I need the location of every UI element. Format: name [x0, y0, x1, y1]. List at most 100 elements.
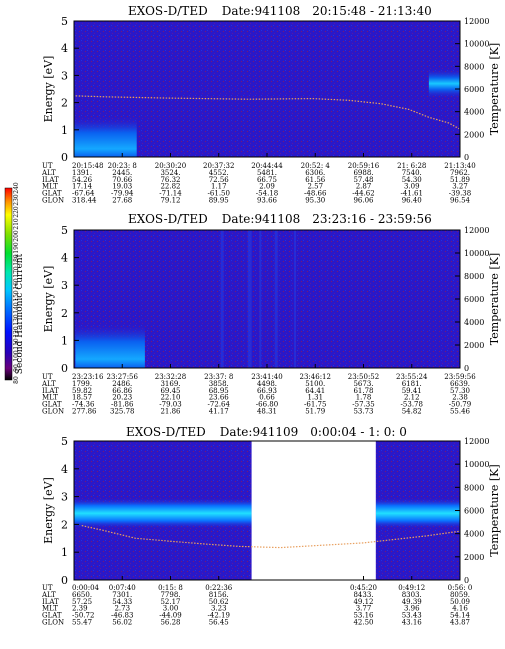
y-right-tick-label: 6000 — [464, 295, 484, 304]
ephemeris-value: 2445. — [112, 169, 132, 177]
y-right-axis-label: Temperature [K] — [488, 43, 501, 135]
spectrogram-panel-3: EXOS-D/TED Date:941109 0:00:04 - 1: 0: 0 0 1… — [41, 425, 501, 627]
colorbar-tick-label: 90 — [13, 364, 20, 372]
ephemeris-value: 59.82 — [72, 387, 92, 395]
ephemeris-value: 23:50:52 — [348, 373, 379, 381]
ephemeris-value: 318.44 — [72, 197, 97, 205]
ephemeris-value: -79.94 — [111, 190, 134, 198]
ephemeris-value: 23:27:56 — [107, 373, 139, 381]
colorbar-tick-label: 180 — [13, 254, 20, 266]
ephemeris-value: 23:55:24 — [396, 373, 428, 381]
ephemeris-value: 20.23 — [112, 394, 132, 402]
ephemeris-row-label: MLT — [42, 394, 58, 402]
y-tick-label: 0 — [61, 151, 68, 164]
ephemeris-value: -67.64 — [72, 190, 95, 198]
y-right-tick-label: 0 — [464, 364, 469, 373]
y-right-tick-label: 0 — [464, 576, 469, 585]
ephemeris-value: 0:00:04 — [72, 584, 100, 592]
panel-title: EXOS-D/TED Date:941108 20:15:48 - 21:13:40 — [128, 4, 432, 18]
ephemeris-value: 79.12 — [160, 197, 180, 205]
ephemeris-value: 53.43 — [402, 612, 422, 620]
colorbar-tick-label: 240 — [13, 182, 20, 194]
ephemeris-value: 23.66 — [209, 394, 230, 402]
y-tick-label: 0 — [61, 362, 68, 375]
y-tick-label: 1 — [61, 124, 68, 137]
ephemeris-value: 5100. — [305, 380, 325, 388]
y-tick-label: 3 — [61, 491, 68, 504]
ephemeris-value: 3.27 — [452, 183, 468, 191]
heatmap-band — [75, 323, 145, 368]
ephemeris-row-label: UT — [42, 162, 53, 170]
plot-area — [74, 21, 460, 157]
ephemeris-value: 2.12 — [404, 394, 420, 402]
colorbar-tick-label: 150 — [13, 290, 20, 302]
y-axis-label: Energy [eV] — [42, 56, 55, 123]
y-right-tick-label: 4000 — [464, 108, 484, 117]
ephemeris-value: 23:59:56 — [444, 373, 476, 381]
y-tick-label: 4 — [61, 252, 68, 265]
ephemeris-value: 20:23: 8 — [108, 162, 137, 170]
ephemeris-value: 57.25 — [72, 598, 92, 606]
ephemeris-value: 56.02 — [112, 619, 132, 627]
y-tick-label: 1 — [61, 546, 68, 559]
ephemeris-value: 17.14 — [72, 183, 93, 191]
y-tick-label: 5 — [61, 224, 68, 237]
ephemeris-value: 20:52: 4 — [301, 162, 331, 170]
ephemeris-value: 19.03 — [112, 183, 132, 191]
ephemeris-value: 3.96 — [404, 605, 420, 613]
y-right-axis-label: Temperature [K] — [488, 464, 501, 556]
ephemeris-value: 277.86 — [72, 408, 97, 416]
ephemeris-value: 49.12 — [353, 598, 373, 606]
ephemeris-value: 7540. — [402, 169, 422, 177]
colorbar-tick-label: 100 — [13, 350, 20, 362]
ephemeris-value: 27.68 — [112, 197, 132, 205]
ephemeris-value: 41.17 — [209, 408, 229, 416]
ephemeris-value: 20:30:20 — [155, 162, 186, 170]
panel-title-instrument: EXOS-D/TED — [128, 4, 208, 18]
y-tick-label: 3 — [61, 69, 68, 82]
y-axis-label: Energy [eV] — [42, 477, 55, 544]
ephemeris-value: 0:07:40 — [109, 584, 136, 592]
ephemeris-value: 21:13:40 — [444, 162, 475, 170]
colorbar-tick-label: 80 — [13, 376, 20, 384]
ephemeris-value: 57.48 — [353, 176, 373, 184]
ephemeris-value: 7301. — [112, 591, 132, 599]
ephemeris-row-label: ALT — [41, 169, 56, 177]
ephemeris-row-label: ILAT — [42, 598, 59, 606]
ephemeris-value: 3858. — [209, 380, 229, 388]
ephemeris-row-label: ALT — [41, 380, 56, 388]
ephemeris-value: 54.26 — [72, 176, 93, 184]
ephemeris-row-label: ILAT — [42, 176, 59, 184]
ephemeris-value: 8303. — [402, 591, 422, 599]
ephemeris-value: -74.36 — [72, 401, 95, 409]
ephemeris-value: 2.57 — [307, 183, 323, 191]
heatmap-band — [74, 116, 137, 157]
ephemeris-value: 20:59:16 — [348, 162, 380, 170]
y-right-tick-label: 4000 — [464, 530, 484, 539]
y-right-tick-label: 4000 — [464, 318, 484, 327]
panel-title-time-range: 20:15:48 - 21:13:40 — [312, 4, 431, 18]
y-tick-label: 2 — [61, 97, 68, 110]
ephemeris-value: -61.50 — [208, 190, 230, 198]
ephemeris-value: 3.09 — [404, 183, 420, 191]
ephemeris-value: 2486. — [112, 380, 132, 388]
ephemeris-value: 21.86 — [160, 408, 181, 416]
ephemeris-value: 54.82 — [402, 408, 422, 416]
ephemeris-value: 0:22:36 — [205, 584, 233, 592]
y-right-tick-label: 2000 — [464, 553, 484, 562]
spectrogram-panels: EXOS-D/TED Date:941108 20:15:48 - 21:13:40… — [41, 4, 501, 627]
ephemeris-value: 8059. — [450, 591, 470, 599]
ephemeris-value: 6306. — [305, 169, 325, 177]
y-tick-label: 0 — [61, 574, 68, 587]
y-right-tick-label: 8000 — [464, 272, 484, 281]
y-tick-label: 3 — [61, 279, 68, 292]
ephemeris-value: 61.56 — [305, 176, 326, 184]
ephemeris-value: 59.41 — [402, 387, 422, 395]
y-tick-label: 4 — [61, 463, 68, 476]
heatmap-stripe — [247, 230, 252, 368]
ephemeris-value: 20:44:44 — [251, 162, 283, 170]
heatmap-stripe — [274, 230, 278, 368]
ephemeris-value: 22.10 — [160, 394, 180, 402]
ephemeris-value: 89.95 — [209, 197, 229, 205]
ephemeris-value: 42.50 — [353, 619, 373, 627]
